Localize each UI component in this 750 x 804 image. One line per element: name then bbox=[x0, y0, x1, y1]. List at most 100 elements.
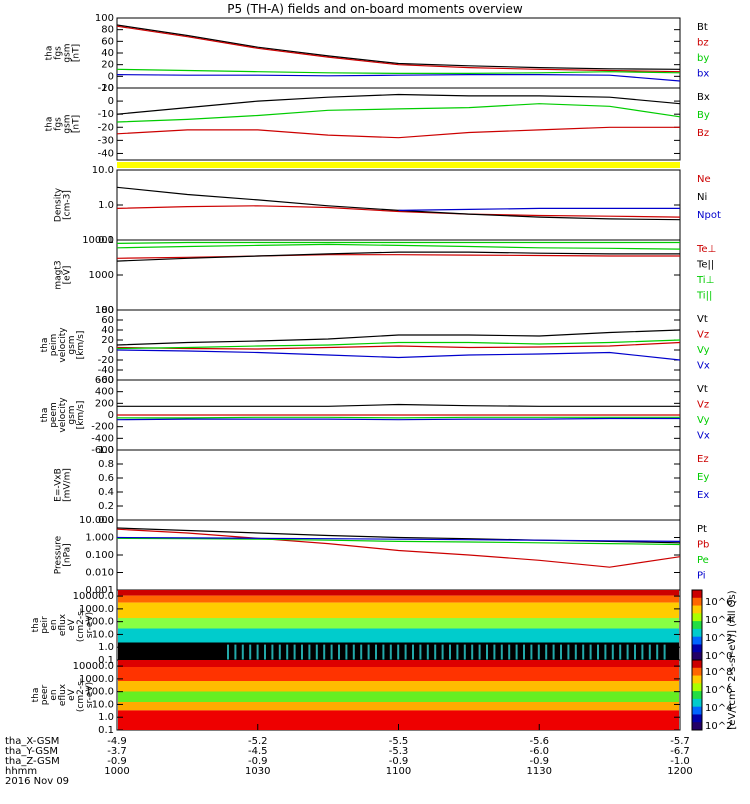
spectrogram-streak bbox=[634, 644, 636, 660]
legend-entry: By bbox=[697, 110, 710, 121]
series-line-Vx bbox=[116, 417, 680, 421]
y-tick-label: 1.0 bbox=[98, 712, 114, 723]
spectrogram-band-2 bbox=[118, 681, 679, 692]
spectrogram-streak bbox=[256, 644, 259, 660]
spectrogram-streak bbox=[426, 644, 429, 660]
y-axis-label: tha peem velocity gsm [km/s] bbox=[40, 397, 86, 433]
y-tick-label: 0.4 bbox=[98, 487, 114, 498]
y-axis-label-line: eflux bbox=[58, 683, 68, 706]
y-tick-label: 0.8 bbox=[98, 459, 114, 470]
legend-entry: Ey bbox=[697, 472, 709, 483]
spectrogram-streak bbox=[367, 644, 370, 660]
colorbar-frame bbox=[691, 659, 703, 731]
x-axis-value: 1130 bbox=[527, 766, 552, 777]
x-axis-value: 1100 bbox=[386, 766, 411, 777]
spectrogram-streak bbox=[360, 644, 363, 660]
y-axis-label-line: sr-eV) bbox=[85, 612, 95, 638]
y-axis-label-line: eflux bbox=[58, 613, 68, 636]
y-axis-label-line: magt3 bbox=[54, 260, 64, 289]
y-tick-label: 100 bbox=[95, 13, 114, 24]
spectrogram-streak bbox=[560, 644, 562, 660]
spectrogram-band-1 bbox=[118, 595, 679, 603]
spectrogram-streak bbox=[315, 644, 318, 660]
x-axis-value: -0.9 bbox=[107, 756, 127, 767]
y-tick-label: 0 bbox=[108, 345, 114, 356]
legend-entry: Ti|| bbox=[696, 291, 712, 302]
y-tick-label: 0.0 bbox=[98, 515, 114, 526]
legend-entry: Vt bbox=[697, 314, 708, 325]
y-tick-label: -20 bbox=[98, 122, 114, 133]
legend-entry: Ti⊥ bbox=[696, 275, 714, 286]
legend-entry: Pb bbox=[697, 540, 709, 551]
colorbar-label: [eV/(cm^2-s-sr-eV)] (All Qs) bbox=[727, 590, 738, 729]
y-axis-label-line: Pressure bbox=[54, 535, 64, 574]
colorbar-tick: 10^6 bbox=[705, 597, 732, 608]
y-axis-label-line: peer bbox=[40, 684, 50, 705]
colorbar-step bbox=[692, 652, 702, 661]
x-axis-value: -6.7 bbox=[670, 746, 690, 757]
panel-efield: 1.0 0.8 0.6 0.4 0.2 0.0 E=-VxB [mV/m] Ez Ey Ex bbox=[54, 445, 710, 526]
y-tick-label: 1.000 bbox=[85, 533, 114, 544]
y-axis-label-line: [km/s] bbox=[76, 331, 86, 360]
y-axis-label-line: gsm bbox=[63, 114, 73, 133]
spectrogram-streak bbox=[449, 644, 451, 660]
series-line-Pi bbox=[116, 536, 681, 542]
spectrogram-streak bbox=[382, 644, 385, 660]
legend-entry: Vx bbox=[697, 361, 710, 372]
y-tick-label: -30 bbox=[98, 135, 114, 146]
y-tick-label: 10.0 bbox=[92, 699, 114, 710]
y-axis-label-line: E=-VxB bbox=[54, 468, 64, 502]
spectrogram-streak bbox=[545, 644, 548, 660]
y-axis-label-line: velocity bbox=[58, 327, 68, 363]
plot-title: P5 (TH-A) fields and on-board moments ov… bbox=[227, 2, 523, 16]
spectrogram-streak bbox=[404, 644, 407, 660]
y-tick-label: 0 bbox=[108, 71, 114, 82]
legend-entry: Vy bbox=[697, 345, 710, 356]
y-axis-label-line: [km/s] bbox=[76, 401, 86, 430]
y-axis-label: Density [cm-3] bbox=[54, 187, 73, 222]
y-axis-label-line: [nPa] bbox=[63, 543, 73, 566]
spectrogram-streak bbox=[463, 644, 466, 660]
series-line-Ni bbox=[116, 186, 681, 221]
spectrogram-streak bbox=[419, 644, 422, 660]
y-axis-label-line: [eV] bbox=[63, 266, 73, 285]
y-tick-label: 0.1 bbox=[98, 655, 114, 666]
spectrogram-streak bbox=[626, 644, 629, 660]
x-axis-value: 1000 bbox=[104, 766, 129, 777]
y-axis-label-line: fgs bbox=[54, 46, 64, 60]
panel-density: 10.0 1.0 0.1 Density [cm-3] Ne Ni Npot bbox=[54, 165, 721, 246]
legend-entry: Bx bbox=[697, 92, 710, 103]
x-axis-value: 1200 bbox=[667, 766, 692, 777]
legend-entry: by bbox=[697, 53, 709, 64]
spectrogram-streak bbox=[656, 644, 659, 660]
y-axis-label-line: [nT] bbox=[72, 115, 82, 133]
y-axis-label-line: peir bbox=[40, 616, 50, 634]
y-tick-label: 0.1 bbox=[98, 725, 114, 736]
series-line-Vz bbox=[116, 341, 681, 350]
y-axis-label-line: tha bbox=[31, 618, 41, 633]
spectrogram-streak bbox=[478, 644, 481, 660]
legend-entry: Ez bbox=[697, 454, 709, 465]
y-axis-label-line: en bbox=[49, 689, 59, 700]
y-tick-label: -60 bbox=[98, 375, 114, 386]
x-axis-value: -5.5 bbox=[389, 736, 409, 747]
y-axis-label: tha fgs gsm [nT] bbox=[45, 114, 82, 133]
spectrogram-streak bbox=[301, 644, 303, 660]
legend-entry: Te|| bbox=[696, 260, 714, 271]
spectrogram-streak bbox=[641, 644, 644, 660]
spectrogram-streak bbox=[389, 644, 392, 660]
spectrogram-bands bbox=[118, 590, 679, 660]
y-axis-label-line: peem bbox=[49, 402, 59, 428]
spectrogram-streak bbox=[345, 644, 348, 660]
spectrogram-bands bbox=[118, 660, 679, 730]
panel-frame bbox=[116, 449, 681, 521]
colorbar-step bbox=[692, 660, 702, 669]
legend-entry: bx bbox=[697, 69, 709, 80]
series-line-Pe bbox=[116, 537, 681, 546]
spectrogram-streak bbox=[278, 644, 281, 660]
y-axis-label-line: tha bbox=[40, 338, 50, 353]
legend-entry: Ni bbox=[697, 192, 707, 203]
spectrogram-streak bbox=[523, 644, 525, 660]
spectrogram-band-1 bbox=[118, 667, 679, 681]
